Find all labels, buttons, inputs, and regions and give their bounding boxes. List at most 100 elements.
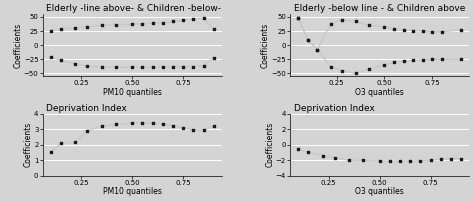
Point [438, 58, 446, 61]
Point [149, 22, 156, 25]
Point [190, 17, 197, 20]
Point [457, 58, 465, 61]
Point [200, 64, 207, 67]
Point [180, 65, 187, 68]
Point [410, 59, 417, 62]
Point [159, 21, 167, 24]
Point [447, 157, 455, 160]
Point [313, 48, 321, 51]
X-axis label: O3 quantiles: O3 quantiles [356, 88, 404, 97]
Point [457, 28, 465, 32]
Y-axis label: Coefficients: Coefficients [265, 122, 274, 167]
Point [72, 26, 79, 29]
X-axis label: PM10 quantiles: PM10 quantiles [103, 88, 162, 97]
Point [210, 124, 218, 128]
Point [305, 151, 312, 154]
Point [84, 25, 91, 28]
Point [98, 24, 106, 27]
Point [427, 159, 434, 162]
Point [169, 65, 177, 68]
Point [406, 159, 414, 163]
Point [200, 128, 207, 132]
Point [139, 66, 146, 69]
Point [139, 121, 146, 124]
X-axis label: PM10 quantiles: PM10 quantiles [103, 187, 162, 196]
Text: Deprivation Index: Deprivation Index [46, 104, 127, 113]
Point [72, 141, 79, 144]
Point [210, 28, 218, 31]
Point [390, 61, 398, 64]
Point [190, 65, 197, 68]
Point [139, 22, 146, 25]
Point [345, 159, 353, 162]
Point [57, 59, 65, 62]
Point [365, 24, 373, 27]
Point [294, 17, 302, 20]
Point [190, 128, 197, 132]
Y-axis label: Coefficients: Coefficients [24, 122, 33, 167]
Point [386, 159, 393, 163]
Point [352, 72, 359, 75]
Point [159, 122, 167, 125]
Point [128, 121, 136, 124]
Point [112, 23, 120, 26]
Point [327, 22, 335, 25]
Text: Deprivation Index: Deprivation Index [293, 104, 374, 113]
Point [381, 63, 388, 67]
Point [304, 38, 311, 41]
Point [313, 48, 321, 51]
Point [331, 156, 338, 160]
Point [419, 29, 427, 33]
Point [437, 158, 445, 161]
Point [112, 66, 120, 69]
Point [98, 65, 106, 68]
Point [352, 20, 359, 23]
Point [438, 30, 446, 33]
Point [180, 19, 187, 22]
Point [47, 55, 55, 58]
Point [294, 17, 302, 20]
Point [396, 159, 404, 163]
Point [47, 29, 55, 32]
Point [72, 62, 79, 65]
X-axis label: O3 quantiles: O3 quantiles [356, 187, 404, 196]
Point [428, 58, 436, 61]
Point [417, 159, 424, 163]
Point [327, 65, 335, 68]
Point [428, 30, 436, 33]
Point [381, 25, 388, 28]
Point [98, 124, 106, 128]
Text: Elderly -line above- & Children -below-: Elderly -line above- & Children -below- [46, 4, 221, 13]
Point [159, 66, 167, 69]
Point [338, 18, 346, 21]
Point [169, 20, 177, 23]
Point [400, 59, 407, 63]
Point [365, 67, 373, 70]
Y-axis label: Coefficients: Coefficients [261, 23, 270, 68]
Point [128, 66, 136, 69]
Point [319, 154, 327, 157]
Point [338, 69, 346, 72]
Point [376, 159, 383, 163]
Point [47, 151, 55, 154]
Point [112, 123, 120, 126]
Point [84, 64, 91, 68]
Point [457, 157, 465, 160]
Point [57, 27, 65, 31]
Point [200, 17, 207, 20]
Point [304, 38, 311, 41]
Point [128, 23, 136, 26]
Point [149, 66, 156, 69]
Y-axis label: Coefficients: Coefficients [13, 23, 22, 68]
Point [390, 28, 398, 31]
Point [360, 159, 367, 162]
Point [57, 141, 65, 145]
Point [410, 29, 417, 32]
Point [400, 28, 407, 32]
Point [169, 124, 177, 127]
Point [210, 56, 218, 59]
Text: Elderly -below line - & Children above: Elderly -below line - & Children above [293, 4, 465, 13]
Point [149, 122, 156, 125]
Point [419, 58, 427, 62]
Point [294, 148, 302, 151]
